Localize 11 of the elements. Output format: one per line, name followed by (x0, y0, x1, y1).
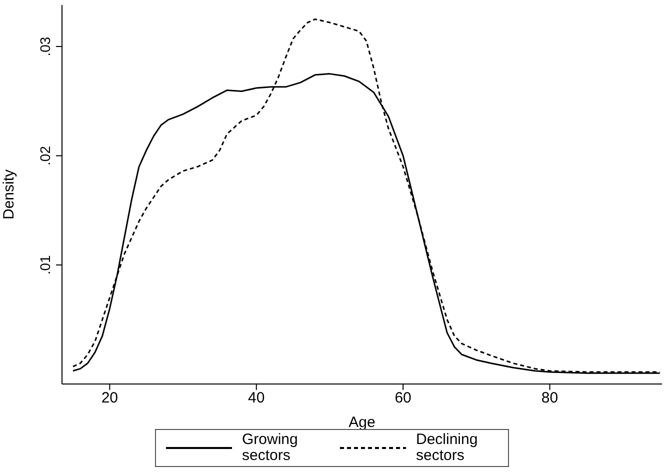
y-axis-title: Density (0, 169, 18, 220)
y-tick-label: .03 (37, 36, 53, 56)
x-tick-label: 40 (248, 390, 265, 407)
x-tick-label: 80 (541, 390, 558, 407)
y-tick-label: .01 (37, 255, 53, 275)
legend-label: Growing sectors (242, 431, 299, 464)
y-tick-label: .02 (37, 146, 53, 166)
x-axis-title: Age (348, 414, 376, 431)
legend-label: Declining sectors (416, 431, 479, 464)
x-tick-label: 60 (394, 390, 412, 407)
x-tick-label: 20 (101, 390, 118, 407)
